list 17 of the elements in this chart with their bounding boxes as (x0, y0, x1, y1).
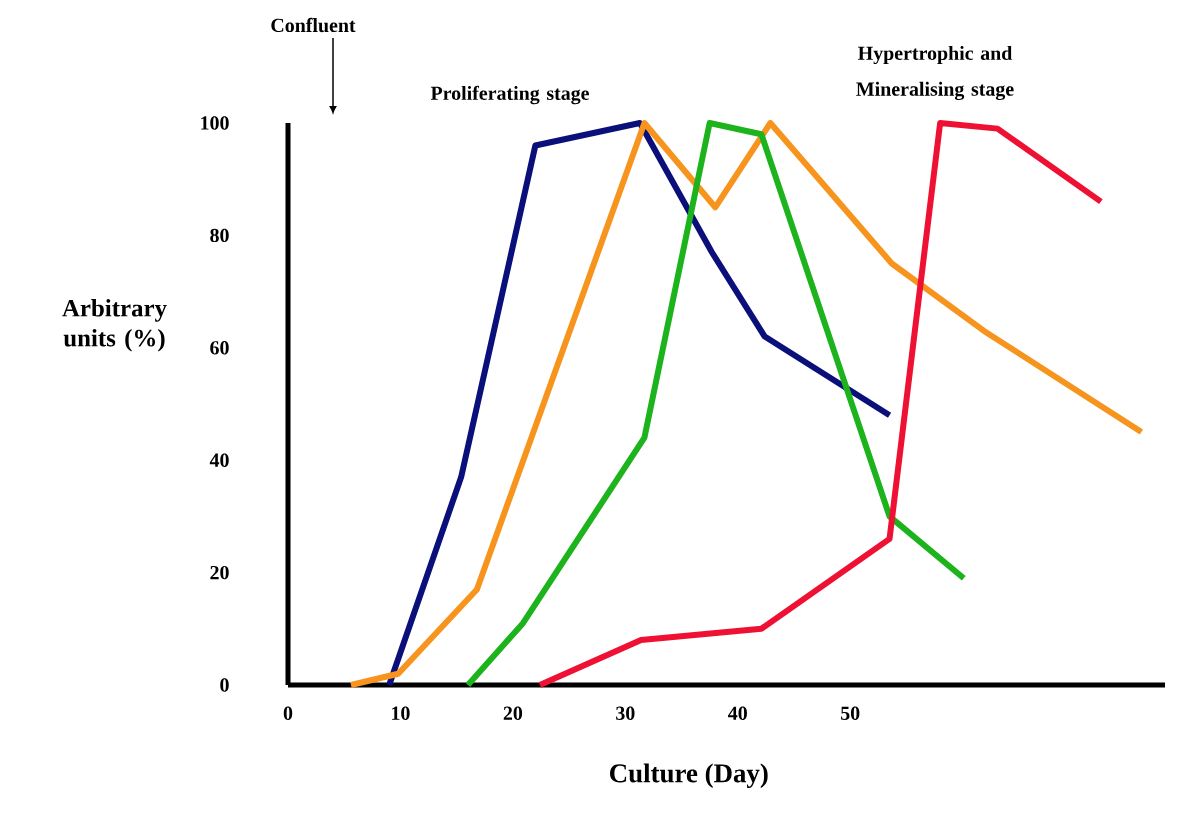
x-tick-label: 50 (841, 706, 860, 720)
y-tick-label: 0 (220, 678, 229, 692)
y-tick-label: 60 (210, 341, 229, 355)
x-tick-label: 10 (392, 706, 410, 720)
text: Hypertrophic and Mineralising stage (856, 45, 1014, 101)
x-tick-label: 0 (283, 706, 293, 720)
text: Proliferating stage (430, 85, 589, 105)
x-tick-label: 20 (503, 706, 523, 720)
x-tick-label: 30 (616, 706, 635, 720)
y-tick-label: 40 (209, 453, 229, 467)
text: Confluent (271, 17, 356, 33)
y-tick-label: 100 (201, 116, 229, 130)
x-axis-title: Culture (Day) (610, 763, 768, 788)
y-tick-label: 20 (210, 565, 229, 580)
x-tick-label: 40 (728, 706, 747, 720)
y-tick-label: 80 (210, 228, 229, 243)
y-axis-title: Arbitrary units (%) (62, 299, 167, 352)
